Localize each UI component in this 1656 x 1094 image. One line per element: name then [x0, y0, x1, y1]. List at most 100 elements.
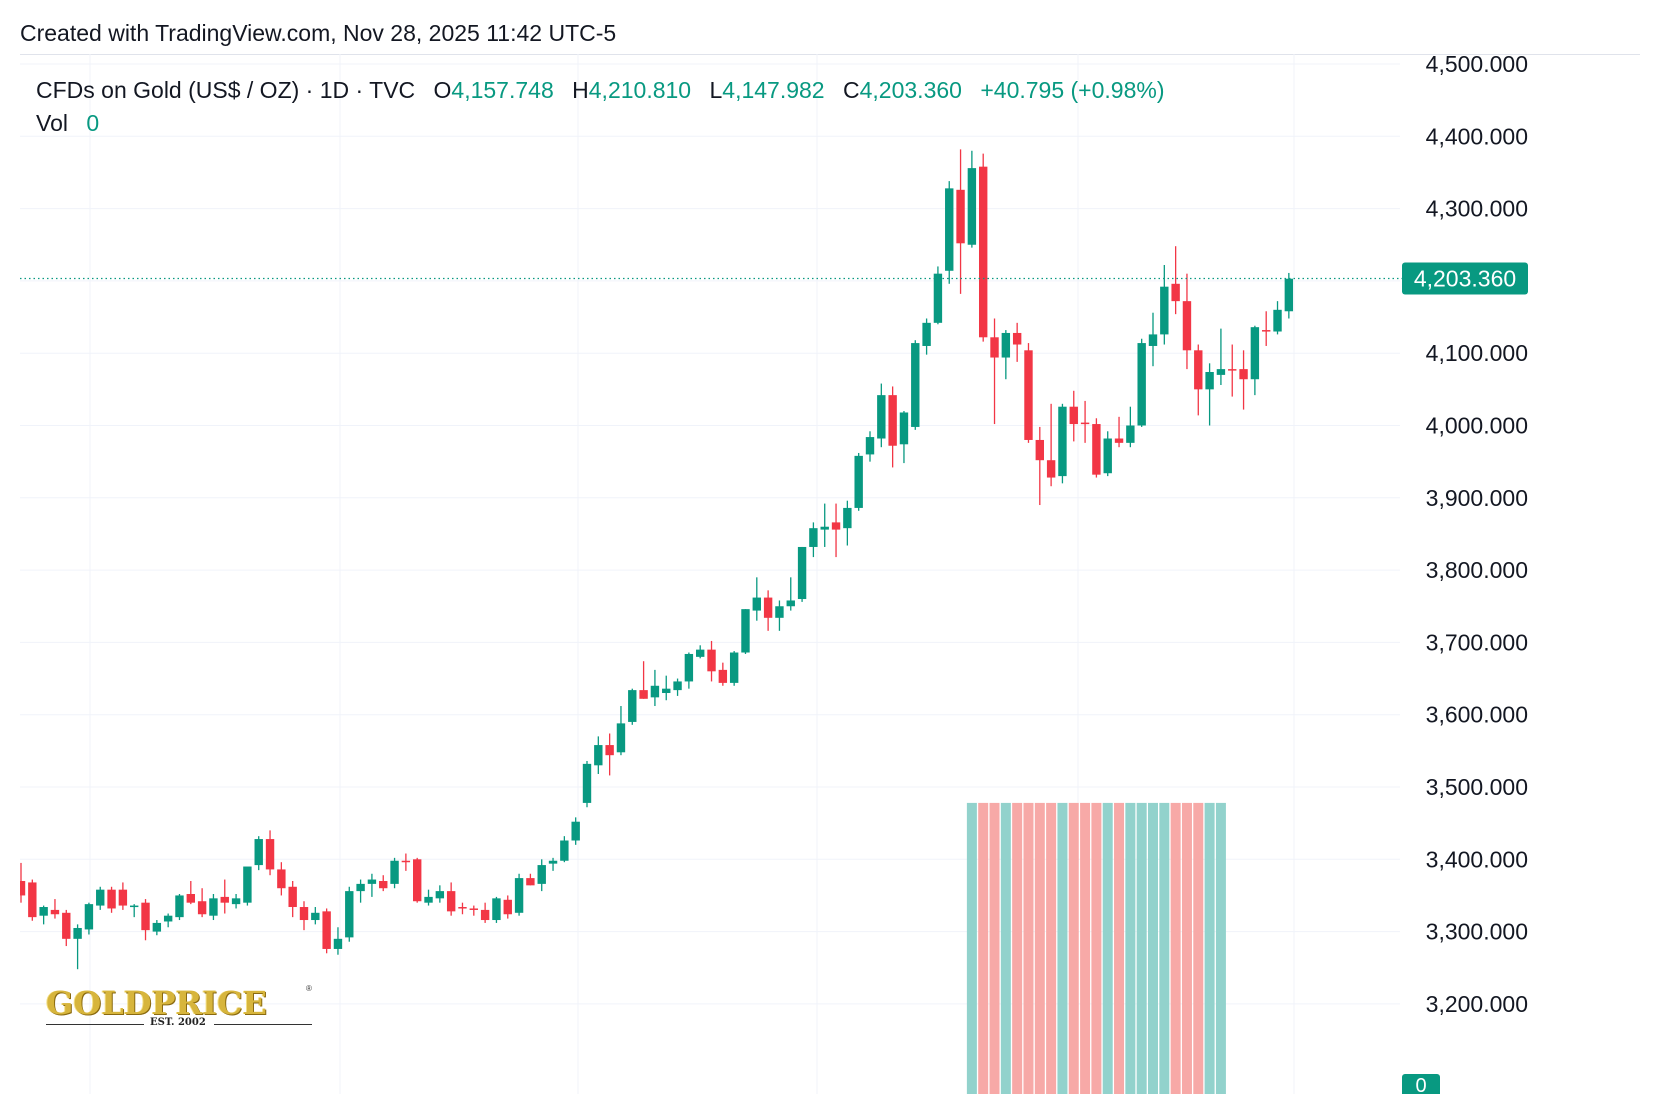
- chart-area[interactable]: 4,500.0004,400.0004,300.0004,200.0004,10…: [20, 54, 1640, 1094]
- candle-body: [197, 901, 207, 915]
- candle-up: [752, 577, 761, 621]
- volume-bar-down: [1170, 802, 1181, 1094]
- candle-down: [379, 875, 388, 892]
- candle-up: [175, 894, 184, 921]
- candle-body: [62, 912, 71, 939]
- candle-down: [299, 901, 309, 931]
- volume-tag: [1402, 1074, 1440, 1094]
- candle-body: [367, 879, 377, 884]
- candle-down: [1171, 246, 1180, 315]
- candle-body: [265, 839, 275, 870]
- candle-body: [741, 609, 750, 653]
- candle-up: [548, 857, 558, 871]
- candle-body: [718, 669, 728, 683]
- candle-up: [152, 920, 162, 936]
- candle-up: [843, 500, 852, 546]
- logo-rule-left: [46, 1024, 144, 1025]
- candle-up: [673, 678, 682, 696]
- candle-body: [1046, 460, 1056, 478]
- candle-up: [809, 522, 818, 558]
- candle-up: [1250, 325, 1260, 396]
- candle-down: [458, 902, 467, 915]
- candle-body: [979, 166, 988, 338]
- candle-body: [1205, 371, 1214, 390]
- candle-up: [1160, 264, 1169, 345]
- candle-body: [20, 880, 26, 896]
- last-price-tag: [1402, 262, 1528, 295]
- candle-body: [797, 546, 807, 600]
- candle-up: [435, 885, 445, 903]
- candle-up: [786, 577, 795, 611]
- candle-body: [446, 891, 456, 912]
- candle-body: [831, 522, 841, 530]
- legend-open-label: O: [433, 77, 452, 103]
- candle-body: [911, 343, 920, 427]
- candle-body: [537, 865, 546, 884]
- candle-body: [130, 905, 139, 908]
- candle-body: [1182, 301, 1192, 351]
- candle-body: [356, 883, 365, 892]
- candle-down: [186, 880, 195, 905]
- candle-down: [956, 149, 965, 294]
- candle-body: [582, 763, 592, 803]
- candle-body: [673, 681, 682, 691]
- candle-up: [560, 836, 569, 863]
- candle-body: [1194, 350, 1203, 390]
- y-tick-label: 3,200.000: [1426, 991, 1528, 1017]
- candle-up: [662, 675, 671, 701]
- ohlc-legend: CFDs on Gold (US$ / OZ) · 1D · TVC O4,15…: [36, 74, 1164, 140]
- candle-body: [763, 597, 773, 618]
- legend-row-volume: Vol 0: [36, 107, 1164, 140]
- candle-body: [209, 898, 218, 916]
- candle-body: [186, 894, 195, 903]
- volume-bar-up: [1204, 802, 1215, 1094]
- y-tick-label: 3,400.000: [1426, 846, 1528, 872]
- candle-down: [288, 880, 297, 918]
- candle-up: [933, 266, 943, 325]
- logo-rule-right: [214, 1024, 312, 1025]
- candle-body: [1137, 343, 1146, 426]
- candle-body: [707, 649, 716, 672]
- legend-low-label: L: [709, 77, 723, 103]
- candle-body: [865, 437, 875, 455]
- candle-body: [820, 526, 829, 530]
- volume-bar-up: [1000, 802, 1011, 1094]
- candle-up: [820, 503, 829, 547]
- price-chart[interactable]: 4,500.0004,400.0004,300.0004,200.0004,10…: [20, 54, 1640, 1094]
- volume-bar-up: [1159, 802, 1170, 1094]
- candle-down: [20, 862, 26, 903]
- candle-down: [480, 902, 490, 923]
- candle-up: [345, 886, 354, 942]
- legend-vol-value: 0: [86, 110, 100, 136]
- candle-up: [1001, 330, 1011, 380]
- legend-vol-label[interactable]: Vol: [36, 110, 68, 136]
- candle-body: [571, 821, 580, 841]
- volume-bar-down: [1080, 802, 1091, 1094]
- candle-up: [163, 913, 173, 928]
- volume-bar-down: [1068, 802, 1079, 1094]
- volume-bar-down: [1181, 802, 1192, 1094]
- candle-body: [605, 745, 614, 756]
- candle-body: [662, 688, 671, 694]
- candle-up: [775, 600, 784, 631]
- candle-up: [945, 181, 954, 284]
- candle-up: [967, 150, 977, 248]
- candle-up: [514, 873, 524, 916]
- candle-up: [729, 651, 739, 686]
- volume-bar-down: [1023, 802, 1034, 1094]
- candle-down: [401, 853, 411, 871]
- candle-body: [84, 904, 94, 930]
- y-tick-label: 3,800.000: [1426, 557, 1528, 583]
- candle-up: [1216, 328, 1226, 386]
- legend-symbol[interactable]: CFDs on Gold (US$ / OZ) · 1D · TVC: [36, 77, 416, 103]
- candle-down: [28, 879, 37, 921]
- candle-body: [729, 652, 739, 683]
- candle-body: [39, 907, 48, 916]
- y-tick-label: 3,900.000: [1426, 485, 1528, 511]
- candle-up: [84, 902, 94, 935]
- volume-bar-down: [989, 802, 1000, 1094]
- candle-up: [1205, 363, 1214, 426]
- candle-body: [390, 860, 399, 884]
- candle-body: [1250, 327, 1260, 380]
- candle-up: [865, 431, 875, 462]
